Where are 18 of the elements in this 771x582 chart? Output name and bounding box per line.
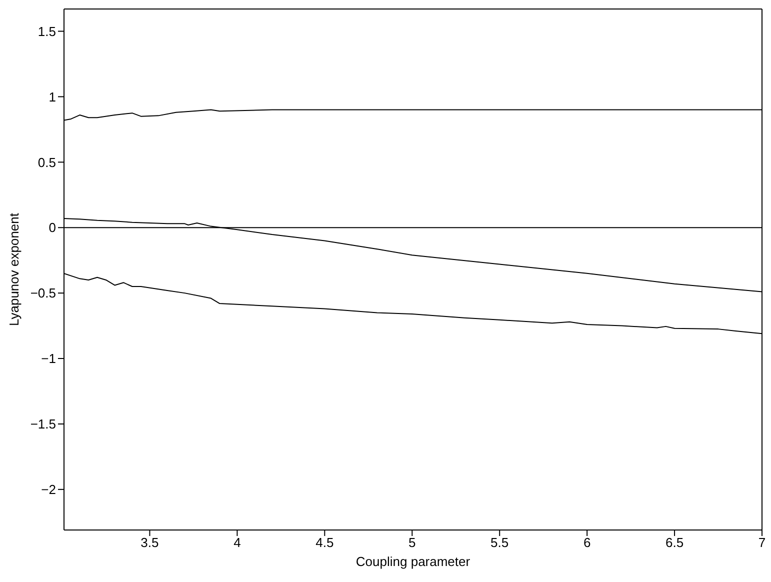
y-tick-label: −2 — [41, 482, 56, 498]
x-tick-label: 5.5 — [490, 535, 509, 550]
y-tick-label: 0 — [48, 220, 56, 236]
y-tick-label: 1.5 — [38, 24, 56, 39]
x-tick-label: 4.5 — [316, 535, 334, 550]
x-tick-label: 4 — [234, 535, 241, 550]
y-tick-label: −1 — [41, 351, 56, 366]
y-tick-label: 0.5 — [38, 154, 56, 170]
y-axis-title: Lyapunov exponent — [6, 212, 22, 326]
x-tick-label: 5 — [408, 535, 416, 550]
x-tick-label: 6.5 — [665, 535, 684, 550]
x-axis-title: Coupling parameter — [356, 554, 471, 569]
x-tick-label: 3.5 — [140, 535, 159, 550]
y-tick-label: 1 — [48, 89, 56, 104]
y-tick-label: −0.5 — [30, 286, 56, 301]
x-tick-label: 7 — [758, 535, 766, 550]
x-tick-label: 6 — [583, 535, 591, 550]
y-tick-label: −1.5 — [30, 416, 56, 432]
